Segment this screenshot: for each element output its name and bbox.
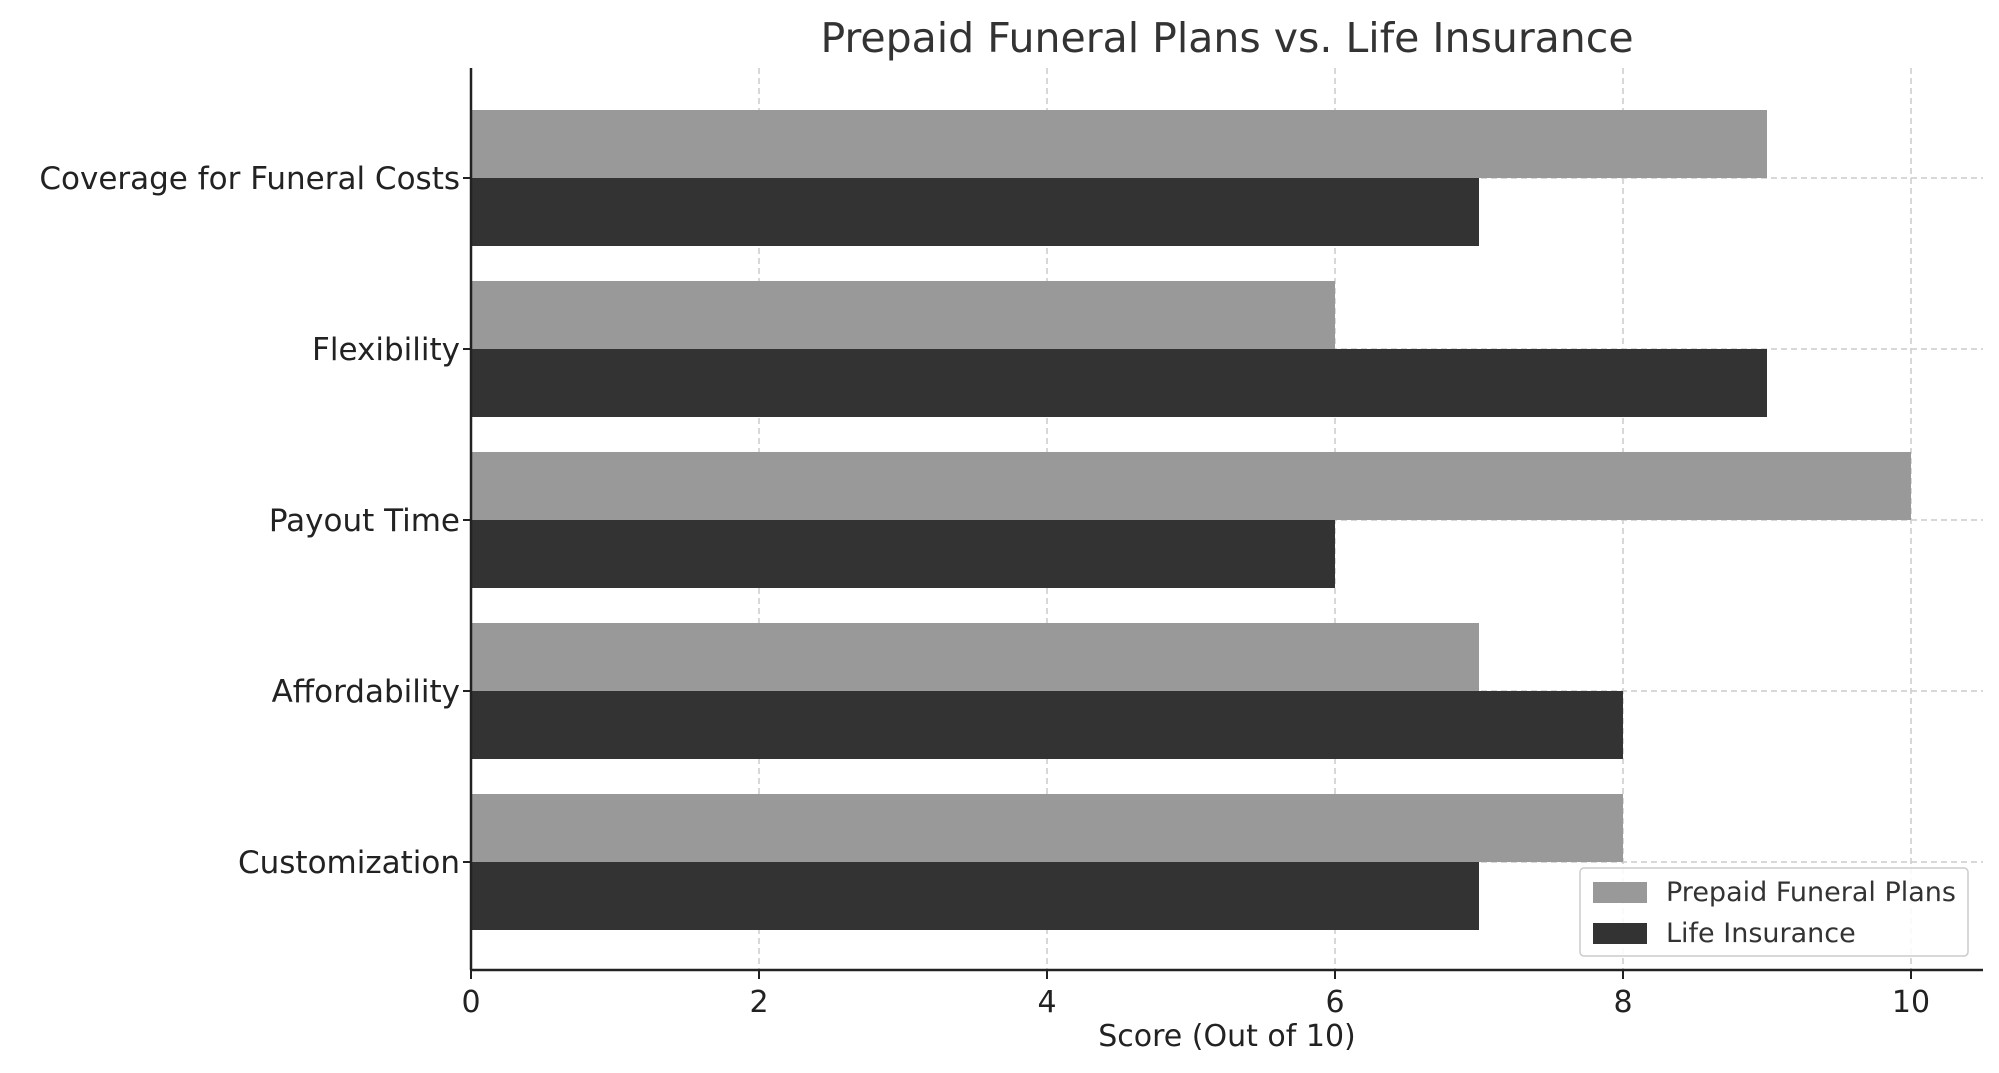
category-label: Affordability: [272, 674, 460, 710]
x-tick-label: 0: [461, 985, 480, 1020]
bar-prepaid-1: [471, 281, 1335, 349]
category-label: Coverage for Funeral Costs: [39, 161, 460, 197]
bars: [471, 110, 1911, 930]
x-tick-label: 6: [1325, 985, 1344, 1020]
x-axis-label: Score (Out of 10): [1098, 1019, 1356, 1054]
bar-prepaid-2: [471, 452, 1911, 520]
legend-swatch: [1593, 882, 1647, 903]
x-tick-label: 2: [749, 985, 768, 1020]
category-label: Payout Time: [269, 503, 460, 539]
legend-label: Prepaid Funeral Plans: [1666, 877, 1956, 908]
x-tick-label: 10: [1892, 985, 1930, 1020]
bar-life-insurance-0: [471, 178, 1479, 246]
category-label: Customization: [238, 845, 460, 881]
legend-label: Life Insurance: [1666, 918, 1856, 949]
bar-life-insurance-2: [471, 520, 1335, 588]
bar-life-insurance-4: [471, 862, 1479, 930]
x-tick-label: 4: [1037, 985, 1056, 1020]
legend-box: [1579, 867, 1969, 957]
bar-prepaid-0: [471, 110, 1767, 178]
x-ticks: 0 2 4 6 8 10: [461, 970, 1930, 1020]
chart-title: Prepaid Funeral Plans vs. Life Insurance: [820, 14, 1633, 62]
category-labels: Coverage for Funeral Costs Flexibility Pay…: [39, 161, 471, 881]
legend: Prepaid Funeral Plans Life Insurance: [1579, 867, 1969, 957]
bar-prepaid-4: [471, 794, 1623, 862]
category-label: Flexibility: [312, 332, 460, 368]
bar-prepaid-3: [471, 623, 1479, 691]
bar-life-insurance-3: [471, 691, 1623, 759]
bar-life-insurance-1: [471, 349, 1767, 417]
legend-swatch: [1593, 923, 1647, 944]
x-tick-label: 8: [1613, 985, 1632, 1020]
